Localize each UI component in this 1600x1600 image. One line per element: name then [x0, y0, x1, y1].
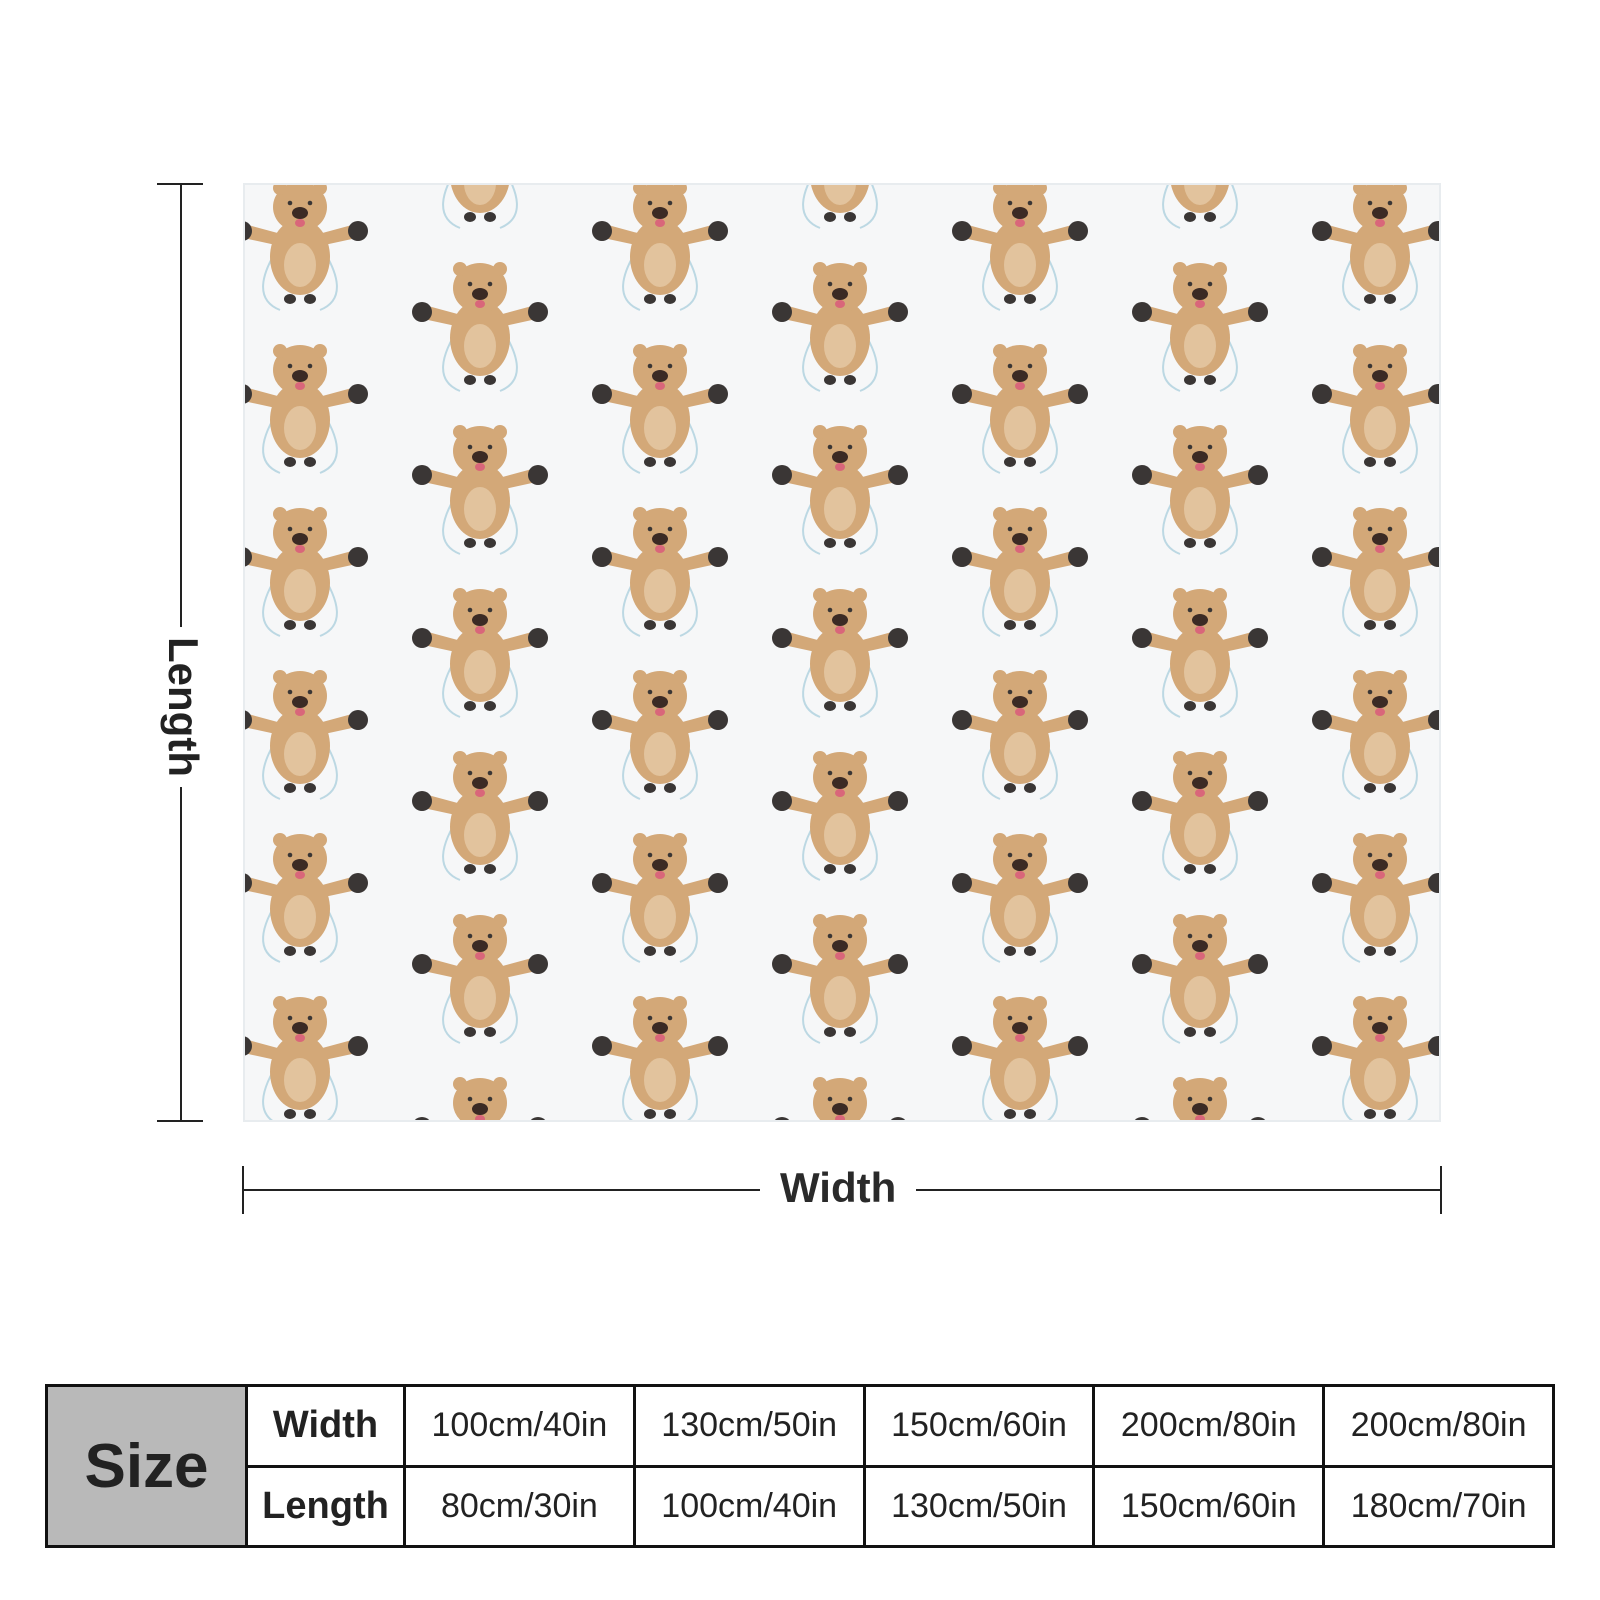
quokka-motif — [245, 343, 369, 474]
quokka-motif — [411, 185, 549, 229]
quokka-motif — [411, 587, 549, 718]
length-cell: 180cm/70in — [1322, 1464, 1555, 1548]
length-header: Length — [245, 1464, 406, 1548]
width-label: Width — [760, 1164, 917, 1212]
quokka-motif — [771, 185, 909, 229]
quokka-motif — [771, 913, 909, 1044]
quokka-motif — [245, 832, 369, 963]
quokka-motif — [771, 424, 909, 555]
width-row: Size Width 100cm/40in 130cm/50in 150cm/6… — [45, 1384, 1555, 1548]
quokka-motif — [411, 913, 549, 1044]
width-cell: 200cm/80in — [1092, 1384, 1326, 1468]
quokka-motif — [1131, 424, 1269, 555]
blanket-preview — [243, 183, 1441, 1122]
quokka-motif — [951, 669, 1089, 800]
quokka-motif — [245, 185, 369, 311]
quokka-motif — [951, 343, 1089, 474]
quokka-motif — [1311, 995, 1439, 1120]
width-header: Width — [245, 1384, 406, 1468]
width-cell: 150cm/60in — [862, 1384, 1096, 1468]
quokka-motif — [771, 750, 909, 881]
length-cell: 100cm/40in — [632, 1464, 866, 1548]
length-cell: 150cm/60in — [1092, 1464, 1326, 1548]
quokka-motif — [1311, 832, 1439, 963]
size-header: Size — [45, 1384, 248, 1548]
quokka-motif — [1311, 343, 1439, 474]
quokka-motif — [591, 185, 729, 311]
quokka-motif — [1311, 185, 1439, 311]
length-cell: 80cm/30in — [403, 1464, 636, 1548]
quokka-motif — [591, 506, 729, 637]
quokka-pattern — [245, 185, 1439, 1120]
width-cell: 100cm/40in — [403, 1384, 636, 1468]
quokka-motif — [245, 995, 369, 1120]
length-label: Length — [143, 627, 223, 787]
quokka-motif — [771, 1076, 909, 1120]
quokka-motif — [1131, 185, 1269, 229]
quokka-motif — [411, 750, 549, 881]
quokka-motif — [1131, 587, 1269, 718]
quokka-motif — [1311, 506, 1439, 637]
quokka-motif — [411, 424, 549, 555]
size-table: Size Width 100cm/40in 130cm/50in 150cm/6… — [45, 1384, 1555, 1548]
quokka-motif — [1131, 1076, 1269, 1120]
quokka-motif — [771, 261, 909, 392]
width-cell: 130cm/50in — [632, 1384, 866, 1468]
quokka-motif — [951, 995, 1089, 1120]
width-cell: 200cm/80in — [1322, 1384, 1555, 1468]
quokka-motif — [1131, 261, 1269, 392]
length-row: Length 80cm/30in 100cm/40in 130cm/50in 1… — [47, 1464, 1555, 1548]
quokka-motif — [591, 669, 729, 800]
quokka-motif — [951, 506, 1089, 637]
quokka-motif — [951, 832, 1089, 963]
quokka-motif — [411, 261, 549, 392]
quokka-motif — [1131, 750, 1269, 881]
quokka-motif — [771, 587, 909, 718]
quokka-motif — [591, 343, 729, 474]
quokka-motif — [1131, 913, 1269, 1044]
quokka-motif — [245, 506, 369, 637]
length-cell: 130cm/50in — [862, 1464, 1096, 1548]
quokka-motif — [245, 669, 369, 800]
quokka-motif — [591, 832, 729, 963]
quokka-motif — [591, 995, 729, 1120]
quokka-motif — [951, 185, 1089, 311]
quokka-motif — [411, 1076, 549, 1120]
quokka-motif — [1311, 669, 1439, 800]
